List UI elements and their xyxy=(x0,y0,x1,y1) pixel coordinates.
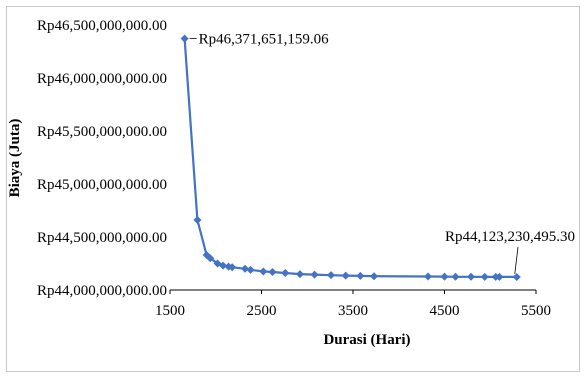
data-point xyxy=(241,264,250,273)
y-tick-label: Rp46,500,000,000.00 xyxy=(37,18,167,34)
data-point xyxy=(180,34,189,43)
data-point xyxy=(206,254,215,263)
data-point xyxy=(451,272,460,281)
chart-frame xyxy=(6,6,580,372)
y-tick-label: Rp45,000,000,000.00 xyxy=(37,177,167,193)
x-tick-label: 3500 xyxy=(338,303,368,319)
x-tick-label: 5500 xyxy=(521,303,551,319)
x-axis-title: Durasi (Hari) xyxy=(323,332,410,348)
x-tick-label: 2500 xyxy=(247,303,277,319)
data-point xyxy=(219,261,228,270)
min-cost-label: Rp44,123,230,495.30 xyxy=(445,229,575,245)
x-tick-label: 1500 xyxy=(155,303,185,319)
data-point xyxy=(440,272,449,281)
data-point xyxy=(310,270,319,279)
data-point xyxy=(356,271,365,280)
data-point xyxy=(281,269,290,278)
max-cost-label: Rp46,371,651,159.06 xyxy=(199,32,330,48)
x-tick-label: 4500 xyxy=(430,303,460,319)
data-point xyxy=(370,272,379,281)
data-point xyxy=(495,272,504,281)
y-axis-title: Biaya (Juta) xyxy=(7,119,23,198)
y-tick-label: Rp44,000,000,000.00 xyxy=(37,283,167,299)
data-point xyxy=(193,216,202,225)
annotations: Rp46,371,651,159.06 Rp44,123,230,495.30 xyxy=(189,32,575,274)
leader-line xyxy=(514,246,519,274)
y-tick-label: Rp44,500,000,000.00 xyxy=(37,230,167,246)
data-point xyxy=(327,271,336,280)
data-point xyxy=(341,271,350,280)
data-point xyxy=(512,272,521,281)
data-point xyxy=(295,270,304,279)
data-point xyxy=(424,272,433,281)
x-axis: 1500 2500 3500 4500 5500 xyxy=(155,290,551,319)
data-point xyxy=(228,263,237,272)
data-point xyxy=(246,265,255,274)
data-point xyxy=(467,272,476,281)
data-point xyxy=(480,272,489,281)
y-tick-label: Rp46,000,000,000.00 xyxy=(37,71,167,87)
data-point xyxy=(268,267,277,276)
y-tick-label: Rp45,500,000,000.00 xyxy=(37,124,167,140)
data-point xyxy=(259,267,268,276)
series-line-group xyxy=(180,34,521,281)
y-axis: Rp44,000,000,000.00 Rp44,500,000,000.00 Rp… xyxy=(37,18,167,299)
